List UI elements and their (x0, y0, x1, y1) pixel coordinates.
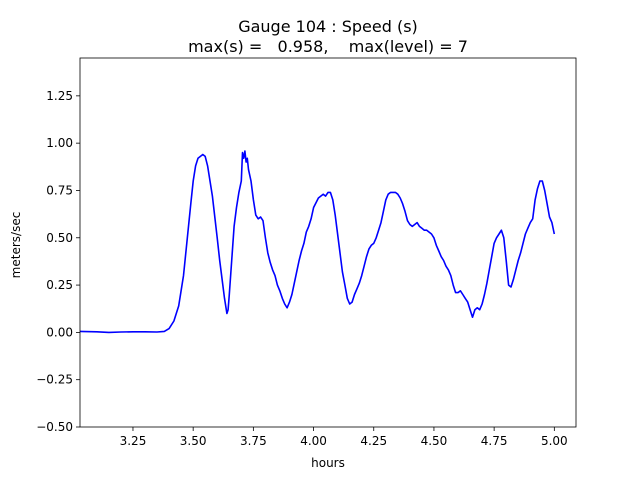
plot-background (80, 58, 576, 427)
x-tick-label: 3.75 (240, 434, 267, 448)
chart-title-line1: Gauge 104 : Speed (s) (238, 17, 418, 36)
x-tick-label: 4.00 (300, 434, 327, 448)
y-tick-label: 0.25 (46, 278, 73, 292)
y-tick-label: 0.75 (46, 183, 73, 197)
y-tick-label: 1.00 (46, 136, 73, 150)
x-tick-label: 4.25 (360, 434, 387, 448)
x-tick-label: 3.25 (120, 434, 147, 448)
plot-frame (79, 57, 577, 428)
series-line-0 (79, 150, 556, 334)
y-tick-label: −0.25 (36, 373, 73, 387)
x-tick-label: 4.75 (481, 434, 508, 448)
y-tick-label: 0.00 (46, 325, 73, 339)
y-tick-label: 0.50 (46, 231, 73, 245)
x-axis-label: hours (311, 456, 345, 470)
chart-title-line2: max(s) = 0.958, max(level) = 7 (188, 37, 468, 56)
x-tick-label: 3.50 (180, 434, 207, 448)
y-axis-label: meters/sec (9, 212, 23, 279)
x-tick-label: 5.00 (541, 434, 568, 448)
y-tick-label: −0.50 (36, 420, 73, 434)
x-tick-label: 4.50 (421, 434, 448, 448)
plot-area: 3.25 3.50 3.75 4.00 4.25 4.50 4.75 5.00 −0.50 −0.… (36, 57, 577, 448)
y-tick-label: 1.25 (46, 89, 73, 103)
